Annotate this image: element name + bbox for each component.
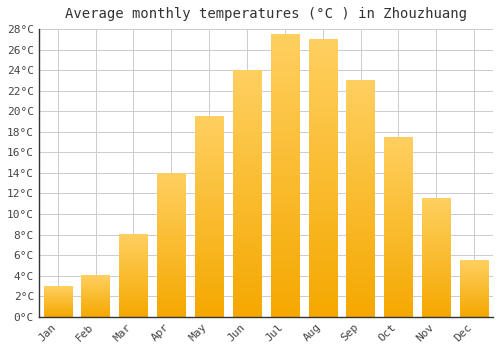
Bar — [119, 234, 148, 317]
Bar — [195, 117, 224, 317]
Bar — [346, 80, 375, 317]
Bar — [44, 286, 72, 317]
Bar — [460, 260, 488, 317]
Bar — [384, 137, 412, 317]
Bar — [270, 34, 299, 317]
Title: Average monthly temperatures (°C ) in Zhouzhuang: Average monthly temperatures (°C ) in Zh… — [65, 7, 467, 21]
Bar — [422, 198, 450, 317]
Bar — [233, 70, 261, 317]
Bar — [82, 276, 110, 317]
Bar — [308, 39, 337, 317]
Bar — [157, 173, 186, 317]
